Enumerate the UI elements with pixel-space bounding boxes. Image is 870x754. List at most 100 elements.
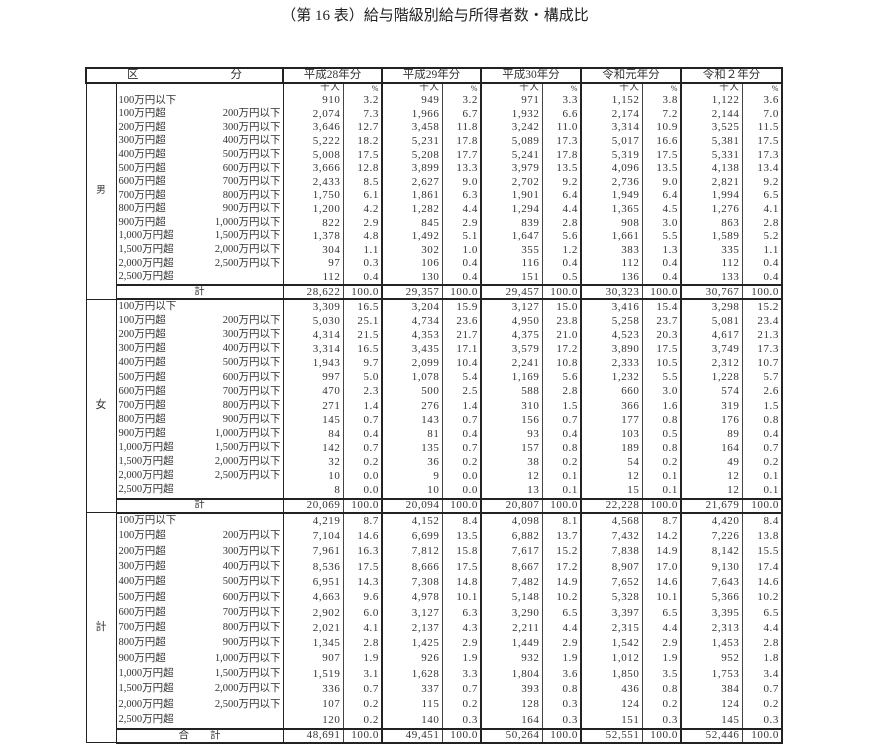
bracket-label: 2,000万円超 2,500万円以下 bbox=[116, 469, 284, 484]
count-cell: 8,142 bbox=[681, 544, 743, 560]
percent-cell: 3.1 bbox=[343, 666, 383, 682]
percent-cell: 8.7 bbox=[642, 512, 682, 529]
bracket-from: 900万円超 bbox=[118, 216, 166, 228]
table-row: 2,500万円超 8 0.0 10 0.0 13 0.1 15 0.1 12 0.1 bbox=[86, 483, 783, 499]
percent-cell: 0.4 bbox=[642, 257, 682, 271]
percent-cell: 6.0 bbox=[343, 605, 383, 621]
bracket-from: 2,500万円超 bbox=[118, 713, 174, 725]
count-cell: 5,148 bbox=[481, 590, 543, 606]
percent-cell: 1.0 bbox=[442, 243, 482, 258]
count-cell: 1,932 bbox=[481, 107, 543, 122]
count-cell: 38 bbox=[481, 455, 543, 470]
total-row: 計 28,622 100.0 29,357 100.0 29,457 100.0 30,323… bbox=[86, 284, 783, 301]
bracket-from: 1,000万円超 bbox=[118, 230, 174, 242]
count-cell: 6,951 bbox=[283, 574, 344, 591]
percent-cell: 4.4 bbox=[542, 202, 582, 217]
count-cell: 1,012 bbox=[581, 651, 643, 667]
bracket-label: 1,000万円超 1,500万円以下 bbox=[116, 441, 284, 456]
bracket-label: 600万円超 700万円以下 bbox=[116, 175, 284, 190]
count-cell: 926 bbox=[382, 651, 443, 667]
percent-cell: 0.4 bbox=[343, 270, 383, 286]
unit-percent-label: % bbox=[343, 83, 383, 94]
count-cell: 3,127 bbox=[481, 299, 543, 315]
count-cell: 49 bbox=[681, 455, 743, 470]
table-row: 100万円超 200万円以下 2,074 7.3 1,966 6.7 1,932 6.6 2,1… bbox=[86, 107, 783, 122]
percent-cell: 10.9 bbox=[642, 121, 682, 135]
count-cell: 1,169 bbox=[481, 370, 543, 385]
percent-cell: 1.9 bbox=[442, 651, 482, 667]
bracket-from: 100万円超 bbox=[118, 530, 166, 542]
percent-cell: 0.4 bbox=[642, 270, 682, 286]
count-cell: 271 bbox=[283, 398, 344, 414]
percent-cell: 1.3 bbox=[642, 243, 682, 258]
percent-cell: 0.4 bbox=[442, 427, 482, 442]
count-cell: 588 bbox=[481, 384, 543, 399]
percent-cell: 0.4 bbox=[343, 427, 383, 442]
count-cell: 660 bbox=[581, 384, 643, 399]
count-cell: 1,365 bbox=[581, 202, 643, 217]
percent-cell: 14.6 bbox=[742, 574, 783, 591]
bracket-from: 200万円超 bbox=[118, 121, 166, 133]
percent-cell: 6.5 bbox=[742, 189, 783, 203]
count-cell: 863 bbox=[681, 216, 743, 230]
percent-cell: 14.6 bbox=[343, 528, 383, 545]
bracket-to: 2,000万円以下 bbox=[214, 683, 281, 695]
count-cell: 3,314 bbox=[283, 342, 344, 357]
count-cell: 5,208 bbox=[382, 148, 443, 162]
bracket-from: 100万円以下 bbox=[118, 301, 177, 313]
bracket-label: 1,000万円超 1,500万円以下 bbox=[116, 666, 284, 682]
bracket-label: 1,500万円超 2,000万円以下 bbox=[116, 243, 284, 258]
total-percent-cell: 100.0 bbox=[542, 497, 582, 514]
percent-cell: 13.5 bbox=[642, 161, 682, 176]
count-cell: 103 bbox=[581, 427, 643, 442]
count-cell: 5,081 bbox=[681, 314, 743, 329]
count-cell: 4,375 bbox=[481, 328, 543, 343]
percent-cell: 0.1 bbox=[742, 469, 783, 484]
percent-cell: 15.9 bbox=[442, 299, 482, 315]
count-cell: 107 bbox=[283, 697, 344, 713]
bracket-label: 200万円超 300万円以下 bbox=[116, 544, 284, 560]
count-cell: 2,313 bbox=[681, 620, 743, 636]
bracket-label: 100万円超 200万円以下 bbox=[116, 314, 284, 329]
count-cell: 157 bbox=[481, 441, 543, 456]
bracket-label: 2,000万円超 2,500万円以下 bbox=[116, 697, 284, 713]
percent-cell: 0.7 bbox=[442, 441, 482, 456]
percent-cell: 0.7 bbox=[742, 681, 783, 698]
count-cell: 89 bbox=[681, 427, 743, 442]
percent-cell: 6.4 bbox=[542, 189, 582, 203]
bracket-label: 100万円以下 bbox=[116, 94, 284, 108]
count-cell: 116 bbox=[481, 257, 543, 271]
table-row: 1,500万円超 2,000万円以下 32 0.2 36 0.2 38 0.2 54 0.2 49 0… bbox=[86, 455, 783, 470]
count-cell: 319 bbox=[681, 398, 743, 414]
count-cell: 5,381 bbox=[681, 134, 743, 149]
percent-cell: 4.1 bbox=[343, 620, 383, 636]
percent-cell: 15.2 bbox=[542, 544, 582, 560]
percent-cell: 5.6 bbox=[542, 370, 582, 385]
count-cell: 3,127 bbox=[382, 605, 443, 621]
bracket-label: 500万円超 600万円以下 bbox=[116, 161, 284, 176]
percent-cell: 1.5 bbox=[742, 398, 783, 414]
table-row: 700万円超 800万円以下 1,750 6.1 1,861 6.3 1,901 6.4 1,9… bbox=[86, 189, 783, 203]
percent-cell: 3.0 bbox=[642, 384, 682, 399]
count-cell: 3,416 bbox=[581, 299, 643, 315]
table-row: 1,500万円超 2,000万円以下 336 0.7 337 0.7 393 0.8 436 0.… bbox=[86, 681, 783, 698]
count-cell: 3,646 bbox=[283, 121, 344, 135]
count-cell: 907 bbox=[283, 651, 344, 667]
percent-cell: 0.3 bbox=[542, 697, 582, 713]
percent-cell: 0.0 bbox=[442, 469, 482, 484]
percent-cell: 0.5 bbox=[642, 427, 682, 442]
count-cell: 355 bbox=[481, 243, 543, 258]
count-cell: 36 bbox=[382, 455, 443, 470]
count-cell: 1,228 bbox=[681, 370, 743, 385]
percent-cell: 13.3 bbox=[442, 161, 482, 176]
count-cell: 5,319 bbox=[581, 148, 643, 162]
table-row: 200万円超 300万円以下 3,646 12.7 3,458 11.8 3,242 11.0… bbox=[86, 121, 783, 135]
count-cell: 3,314 bbox=[581, 121, 643, 135]
table-row: 100万円超 200万円以下 5,030 25.1 4,734 23.6 4,950 23.8… bbox=[86, 314, 783, 329]
count-cell: 145 bbox=[283, 413, 344, 428]
percent-cell: 5.4 bbox=[442, 370, 482, 385]
count-cell: 12 bbox=[681, 469, 743, 484]
bracket-to: 700万円以下 bbox=[222, 176, 281, 188]
total-label: 計 bbox=[116, 497, 284, 514]
count-cell: 10 bbox=[283, 469, 344, 484]
